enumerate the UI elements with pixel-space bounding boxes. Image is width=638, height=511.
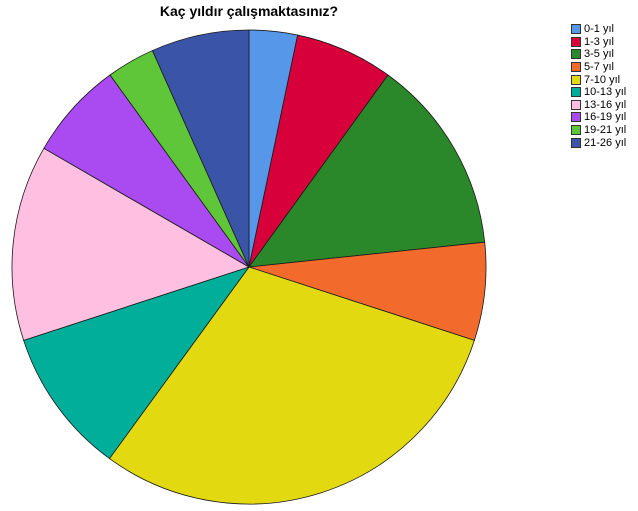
legend-label: 19-21 yıl (584, 124, 626, 136)
legend-label: 0-1 yıl (584, 23, 614, 35)
legend-item: 19-21 yıl (571, 124, 626, 137)
legend-label: 3-5 yıl (584, 48, 614, 60)
legend-swatch (571, 87, 581, 97)
legend-swatch (571, 125, 581, 135)
legend-swatch (571, 100, 581, 110)
legend-swatch (571, 49, 581, 59)
legend-label: 21-26 yıl (584, 137, 626, 149)
legend-item: 10-13 yıl (571, 86, 626, 99)
legend-swatch (571, 138, 581, 148)
legend-swatch (571, 62, 581, 72)
legend-label: 7-10 yıl (584, 74, 620, 86)
legend-item: 16-19 yıl (571, 111, 626, 124)
legend-item: 21-26 yıl (571, 136, 626, 149)
legend-label: 1-3 yıl (584, 36, 614, 48)
legend-swatch (571, 112, 581, 122)
legend-label: 16-19 yıl (584, 111, 626, 123)
legend-label: 10-13 yıl (584, 86, 626, 98)
legend-item: 13-16 yıl (571, 99, 626, 112)
legend-label: 5-7 yıl (584, 61, 614, 73)
pie-slices (12, 30, 486, 504)
legend-item: 3-5 yıl (571, 48, 626, 61)
chart-legend: 0-1 yıl 1-3 yıl 3-5 yıl 5-7 yıl 7-10 yıl 10-1… (571, 23, 626, 149)
legend-item: 1-3 yıl (571, 36, 626, 49)
legend-item: 7-10 yıl (571, 73, 626, 86)
legend-swatch (571, 37, 581, 47)
legend-swatch (571, 75, 581, 85)
legend-item: 5-7 yıl (571, 61, 626, 74)
legend-item: 0-1 yıl (571, 23, 626, 36)
legend-label: 13-16 yıl (584, 99, 626, 111)
legend-swatch (571, 24, 581, 34)
